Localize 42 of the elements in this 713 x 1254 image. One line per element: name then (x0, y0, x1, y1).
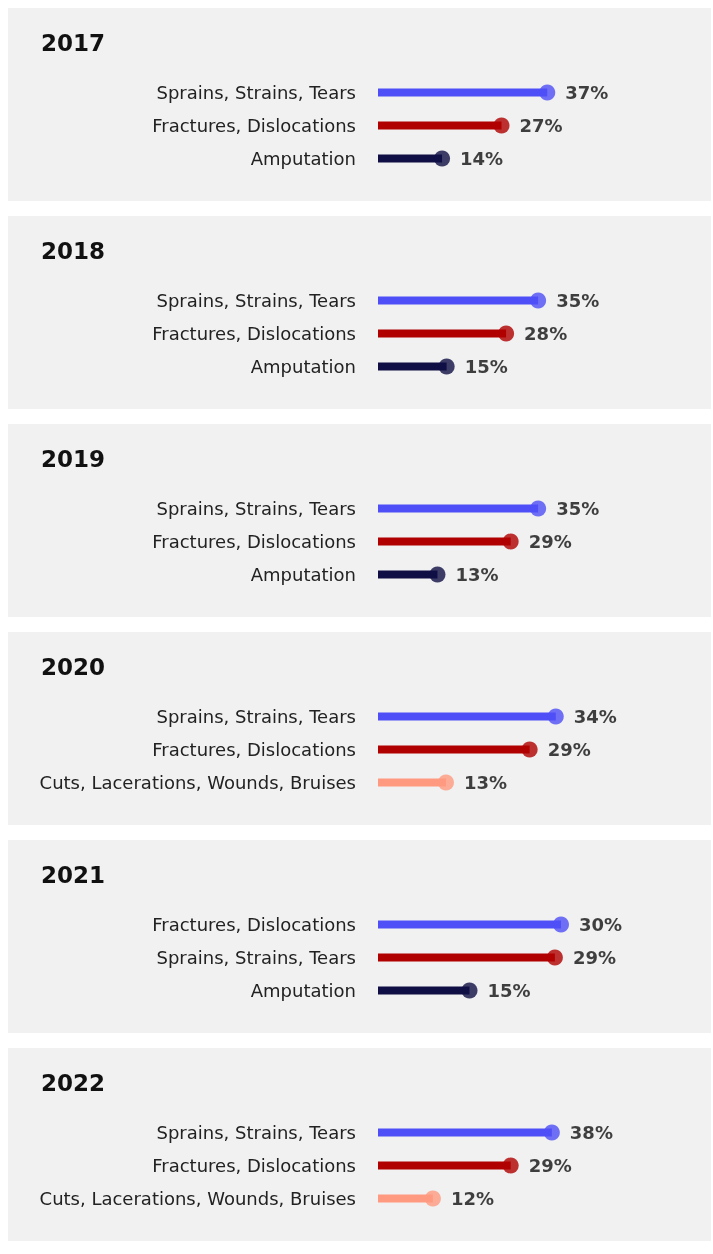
data-label: 12% (450, 1188, 494, 1209)
y-tick-label: Sprains, Strains, Tears (156, 706, 356, 727)
y-tick-label: Cuts, Lacerations, Wounds, Bruises (39, 772, 356, 793)
y-tick-label: Sprains, Strains, Tears (156, 290, 356, 311)
data-label: 34% (573, 706, 617, 727)
data-label: 28% (524, 323, 568, 344)
data-label: 13% (455, 564, 499, 585)
text: 2017 (41, 29, 106, 56)
y-tick-label: Fractures, Dislocations (152, 115, 356, 136)
y-tick-label: Amputation (250, 980, 356, 1001)
y-tick-label: Amputation (250, 356, 356, 377)
y-tick-label: Amputation (250, 564, 356, 585)
y-tick-label: Fractures, Dislocations (152, 531, 356, 552)
y-tick-label: Cuts, Lacerations, Wounds, Bruises (39, 1188, 356, 1209)
data-label: 27% (519, 115, 563, 136)
y-tick-label: Fractures, Dislocations (152, 323, 356, 344)
text: 2020 (41, 653, 106, 680)
data-label: 15% (464, 356, 508, 377)
text: 2019 (41, 445, 106, 472)
y-tick-label: Fractures, Dislocations (152, 739, 356, 760)
y-tick-label: Amputation (250, 148, 356, 169)
data-label: 13% (463, 772, 508, 793)
y-tick-label: Sprains, Strains, Tears (156, 82, 356, 103)
data-label: 15% (487, 980, 531, 1001)
data-label: 29% (528, 531, 572, 552)
data-label: 29% (528, 1155, 572, 1176)
data-label: 35% (556, 498, 600, 519)
data-label: 30% (579, 914, 623, 935)
data-label: 29% (572, 947, 616, 968)
y-tick-label: Sprains, Strains, Tears (156, 498, 356, 519)
data-label: 38% (569, 1122, 613, 1143)
data-label: 35% (556, 290, 600, 311)
data-label: 14% (460, 148, 504, 169)
y-tick-label: Fractures, Dislocations (152, 914, 356, 935)
data-label: 29% (547, 739, 591, 760)
data-label: 37% (565, 82, 609, 103)
y-tick-label: Sprains, Strains, Tears (156, 947, 356, 968)
y-tick-label: Sprains, Strains, Tears (156, 1122, 356, 1143)
text: 2021 (41, 861, 106, 888)
text: 2022 (41, 1069, 106, 1096)
text: 2018 (41, 237, 106, 264)
y-tick-label: Fractures, Dislocations (152, 1155, 356, 1176)
